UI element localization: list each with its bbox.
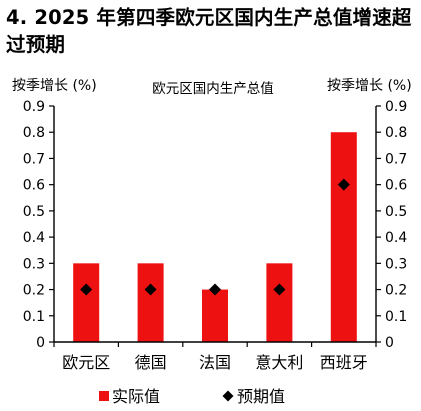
right-tick-label: 0.6 [385, 178, 407, 194]
x-tick-label: 欧元区 [62, 353, 110, 372]
x-tick-label: 西班牙 [320, 353, 368, 372]
right-tick-label: 0.4 [385, 230, 407, 246]
left-tick-label: 0.8 [23, 125, 45, 141]
bar-1 [137, 263, 164, 342]
right-tick-label: 0.7 [385, 151, 407, 167]
left-tick-label: 0.2 [23, 283, 45, 299]
left-tick-label: 0.5 [23, 204, 45, 220]
left-axis-title: 按季增长 (%) [12, 78, 97, 94]
legend-marker-expected [222, 390, 234, 402]
left-tick-label: 0 [36, 335, 45, 351]
left-tick-label: 0.1 [23, 309, 45, 325]
marker-3 [273, 283, 286, 296]
x-tick-label: 法国 [199, 353, 231, 372]
right-tick-label: 0.9 [385, 99, 407, 115]
right-tick-label: 0.2 [385, 283, 407, 299]
x-tick-label: 德国 [135, 353, 167, 372]
left-tick-label: 0.9 [23, 99, 45, 115]
right-tick-label: 0.1 [385, 309, 407, 325]
bar-2 [202, 289, 228, 342]
right-axis-title: 按季增长 (%) [327, 78, 412, 94]
right-tick-label: 0.3 [385, 256, 407, 272]
bar-3 [266, 263, 293, 342]
marker-0 [80, 283, 93, 296]
marker-4 [337, 178, 350, 191]
bar-0 [73, 263, 100, 342]
marker-2 [209, 283, 221, 296]
legend-label-expected: 预期值 [237, 387, 285, 406]
right-tick-label: 0 [385, 335, 394, 351]
x-tick-label: 意大利 [255, 353, 303, 372]
right-tick-label: 0.5 [385, 204, 407, 220]
left-tick-label: 0.7 [23, 151, 45, 167]
chart-title: 欧元区国内生产总值 [152, 81, 274, 97]
legend-label-actual: 实际值 [112, 387, 160, 406]
left-tick-label: 0.3 [23, 256, 45, 272]
left-tick-label: 0.4 [23, 230, 45, 246]
page-title: 4. 2025 年第四季欧元区国内生产总值增速超过预期 [6, 6, 412, 56]
right-tick-label: 0.8 [385, 125, 407, 141]
legend-swatch-actual [99, 391, 109, 401]
bar-4 [330, 132, 357, 342]
left-tick-label: 0.6 [23, 178, 45, 194]
marker-1 [144, 283, 157, 296]
